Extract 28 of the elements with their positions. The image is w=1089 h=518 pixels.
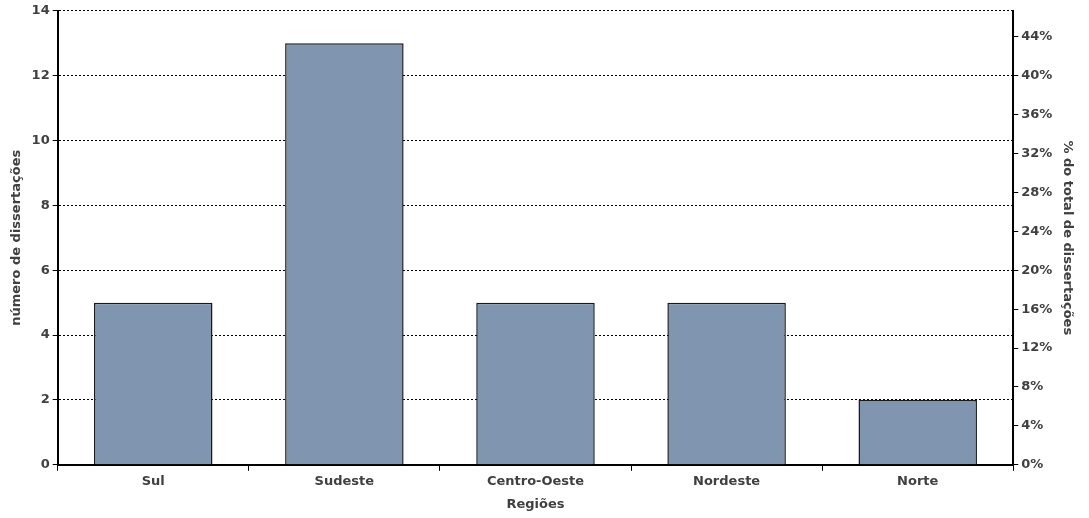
y-tick-label: 0 (40, 456, 50, 472)
y2-tick-label: 4% (1021, 417, 1044, 433)
y2-tick-label: 44% (1021, 28, 1053, 44)
y-tick-label: 12 (31, 67, 50, 83)
y2-tick-label: 24% (1021, 222, 1053, 238)
y-tick-label: 6 (40, 261, 50, 277)
y2-axis-title: % do total de dissertações (1060, 140, 1076, 336)
x-tick-label: Sul (141, 472, 165, 488)
x-tick-label: Centro-Oeste (486, 472, 585, 488)
y-tick-label: 2 (40, 391, 50, 407)
x-tick-label: Nordeste (693, 472, 761, 488)
y-tick-label: 4 (40, 326, 50, 342)
y-axis-title: número de dissertações (8, 149, 24, 326)
y-tick-label: 10 (31, 131, 50, 147)
y2-tick-label: 28% (1021, 183, 1053, 199)
y2-tick-label: 12% (1021, 339, 1053, 355)
y2-tick-label: 20% (1021, 261, 1053, 277)
x-tick-label: Sudeste (314, 472, 375, 488)
y2-tick-label: 0% (1021, 456, 1044, 472)
y-tick-label: 14 (31, 2, 50, 18)
y2-tick-label: 32% (1021, 144, 1053, 160)
y2-tick-label: 40% (1021, 67, 1053, 83)
y2-tick-label: 16% (1021, 300, 1053, 316)
x-tick-label: Norte (897, 472, 939, 488)
y-tick-label: 8 (40, 196, 50, 212)
y2-tick-label: 8% (1021, 378, 1044, 394)
x-axis-title: Regiões (506, 495, 565, 511)
y2-tick-label: 36% (1021, 105, 1053, 121)
